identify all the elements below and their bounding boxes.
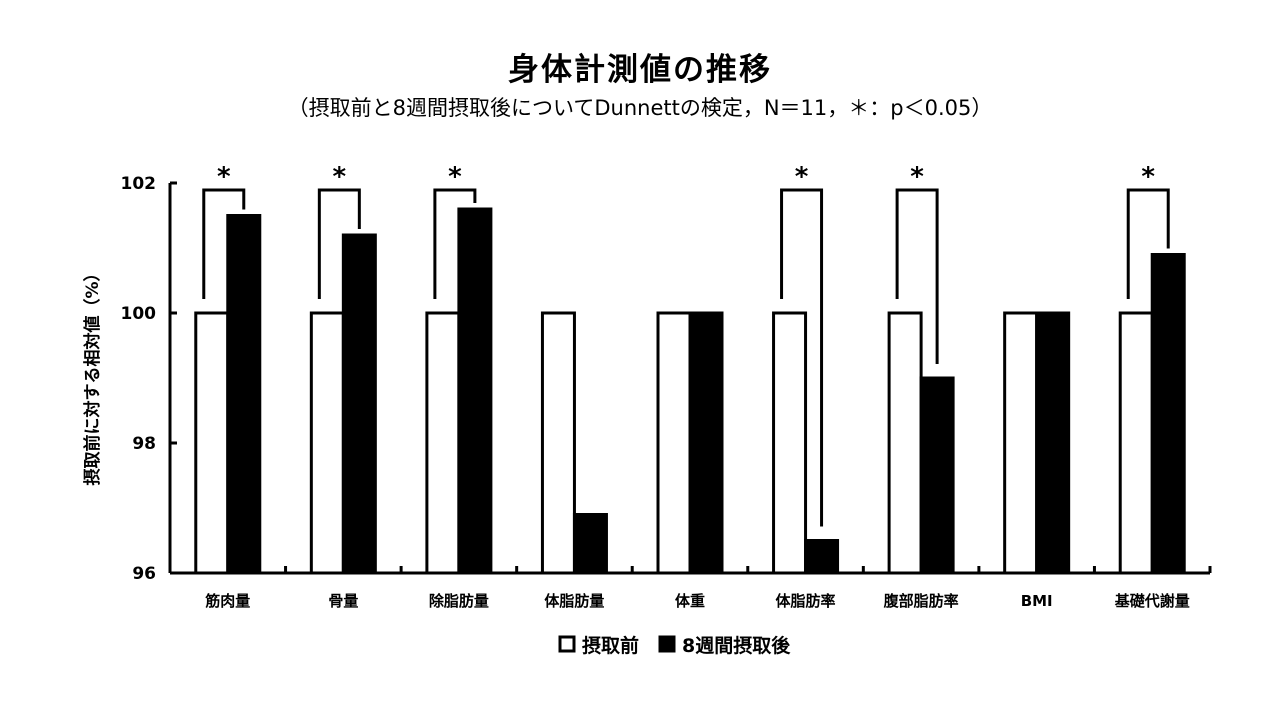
bar-before bbox=[656, 311, 692, 575]
x-tick-label: 筋肉量 bbox=[204, 592, 250, 610]
legend-swatch-after bbox=[658, 635, 676, 653]
bar-after bbox=[688, 311, 724, 575]
y-tick-label: 100 bbox=[121, 304, 157, 324]
significance-markers: * * * * * * bbox=[202, 162, 1170, 527]
bar-before bbox=[1003, 311, 1039, 575]
bar-before bbox=[540, 311, 576, 575]
bar-before bbox=[309, 311, 345, 575]
bar-before bbox=[425, 311, 461, 575]
bar-after bbox=[1150, 253, 1186, 575]
y-tick-label: 102 bbox=[121, 174, 157, 194]
bars: 筋肉量 骨量 除脂肪量 体脂肪量 体重 体脂肪率 腹部脂肪率 BMI 基礎代謝量 bbox=[194, 207, 1190, 610]
significance-star: * bbox=[910, 162, 924, 192]
significance-star: * bbox=[1141, 162, 1155, 192]
bar-after bbox=[457, 207, 493, 575]
x-tick-label: 基礎代謝量 bbox=[1114, 592, 1190, 610]
bar-before bbox=[772, 311, 808, 575]
significance-bracket bbox=[202, 188, 246, 299]
x-tick-label: 腹部脂肪率 bbox=[884, 592, 959, 610]
significance-bracket bbox=[895, 188, 939, 364]
legend-swatch-before bbox=[558, 635, 576, 653]
bar-after bbox=[572, 513, 608, 575]
x-tick-label: 骨量 bbox=[328, 592, 358, 610]
significance-bracket bbox=[780, 188, 824, 527]
significance-bracket bbox=[317, 188, 361, 299]
x-tick-label: 体脂肪量 bbox=[544, 592, 604, 610]
bar-before bbox=[194, 311, 230, 575]
bar-before bbox=[887, 311, 923, 575]
bar-before bbox=[1118, 311, 1154, 575]
y-tick-label: 98 bbox=[132, 434, 156, 454]
x-tick-label: BMI bbox=[1021, 592, 1053, 610]
significance-star: * bbox=[795, 162, 809, 192]
x-tick-label: 除脂肪量 bbox=[429, 592, 489, 610]
significance-star: * bbox=[217, 162, 231, 192]
legend: 摂取前 8週間摂取後 bbox=[558, 634, 791, 657]
significance-bracket bbox=[433, 188, 477, 299]
significance-star: * bbox=[448, 162, 462, 192]
y-tick-label: 96 bbox=[132, 564, 156, 584]
bar-after bbox=[919, 376, 955, 575]
x-tick-label: 体脂肪率 bbox=[776, 592, 836, 610]
significance-bracket bbox=[1126, 188, 1170, 299]
bar-after bbox=[226, 214, 262, 575]
significance-star: * bbox=[333, 162, 347, 192]
bar-after bbox=[341, 233, 377, 575]
chart-subtitle: （摂取前と8週間摂取後についてDunnettの検定，N＝11，＊：p＜0.05） bbox=[287, 96, 993, 120]
legend-label-before: 摂取前 bbox=[582, 634, 639, 657]
chart-title: 身体計測値の推移 bbox=[508, 52, 772, 88]
y-axis-label: 摂取前に対する相対値（%） bbox=[82, 264, 103, 485]
bar-after bbox=[1035, 311, 1071, 575]
bar-after bbox=[804, 539, 840, 575]
x-tick-label: 体重 bbox=[675, 592, 705, 610]
legend-label-after: 8週間摂取後 bbox=[682, 634, 791, 657]
